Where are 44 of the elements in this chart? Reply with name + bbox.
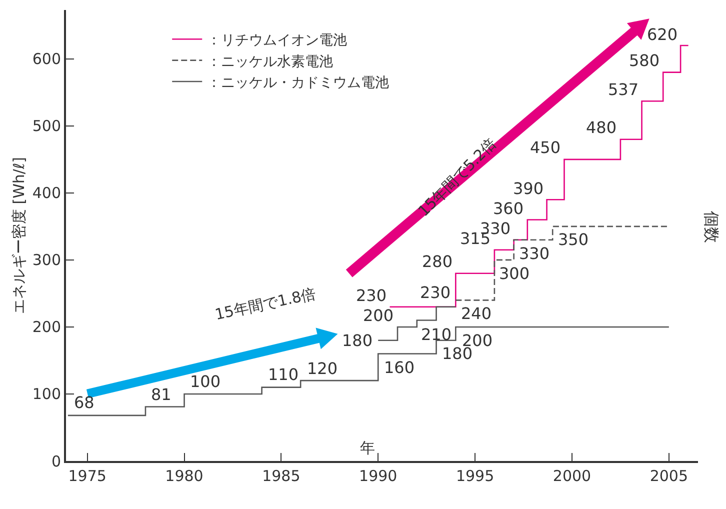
y-tick-label: 500 xyxy=(32,117,61,136)
data-label: 537 xyxy=(608,80,639,99)
x-tick-label: 1990 xyxy=(359,467,398,485)
data-label: 280 xyxy=(422,252,453,271)
x-axis-title: 年 xyxy=(360,439,375,457)
y-tick-label: 200 xyxy=(32,318,61,336)
x-tick-label: 1980 xyxy=(165,467,204,485)
legend-label: ：リチウムイオン電池 xyxy=(207,32,348,49)
data-label: 230 xyxy=(420,283,451,302)
data-label: 160 xyxy=(384,358,415,377)
data-label: 81 xyxy=(151,385,172,404)
data-label: 580 xyxy=(629,51,660,70)
data-label: 180 xyxy=(342,331,373,350)
data-label: 330 xyxy=(519,244,550,263)
x-tick-label: 1975 xyxy=(68,467,106,485)
data-label: 68 xyxy=(74,393,94,412)
data-label: 480 xyxy=(586,118,617,137)
data-label: 450 xyxy=(530,138,561,157)
y-axis-title: エネルギー密度 [Wh/ℓ] xyxy=(10,156,28,314)
data-label: 350 xyxy=(558,230,589,249)
data-label: 210 xyxy=(421,325,452,344)
data-label: 200 xyxy=(363,306,394,325)
y-tick-label: 600 xyxy=(32,50,61,68)
x-tick-label: 1985 xyxy=(262,467,300,485)
data-label: 390 xyxy=(513,179,544,198)
y-tick-label: 300 xyxy=(32,251,61,270)
data-label: 360 xyxy=(493,199,524,218)
legend-label: ：ニッケル・カドミウム電池 xyxy=(207,74,390,91)
text: 個数 xyxy=(702,210,721,243)
data-label: 240 xyxy=(461,304,492,323)
data-label: 110 xyxy=(268,365,299,384)
y-tick-label: 100 xyxy=(32,385,61,404)
data-label: 300 xyxy=(499,264,530,283)
data-label: 100 xyxy=(190,372,221,391)
x-tick-label: 1995 xyxy=(456,467,494,485)
x-tick-label: 2000 xyxy=(552,467,592,485)
legend-label: ：ニッケル水素電池 xyxy=(207,54,334,70)
data-label: 620 xyxy=(647,25,678,44)
annotation: 15年間で1.8倍 xyxy=(213,284,318,324)
data-label: 120 xyxy=(307,359,338,378)
y-tick-label: 400 xyxy=(32,184,61,202)
data-label: 230 xyxy=(356,286,387,305)
y-tick-label: 0 xyxy=(51,452,61,470)
x-tick-label: 2005 xyxy=(650,467,688,485)
